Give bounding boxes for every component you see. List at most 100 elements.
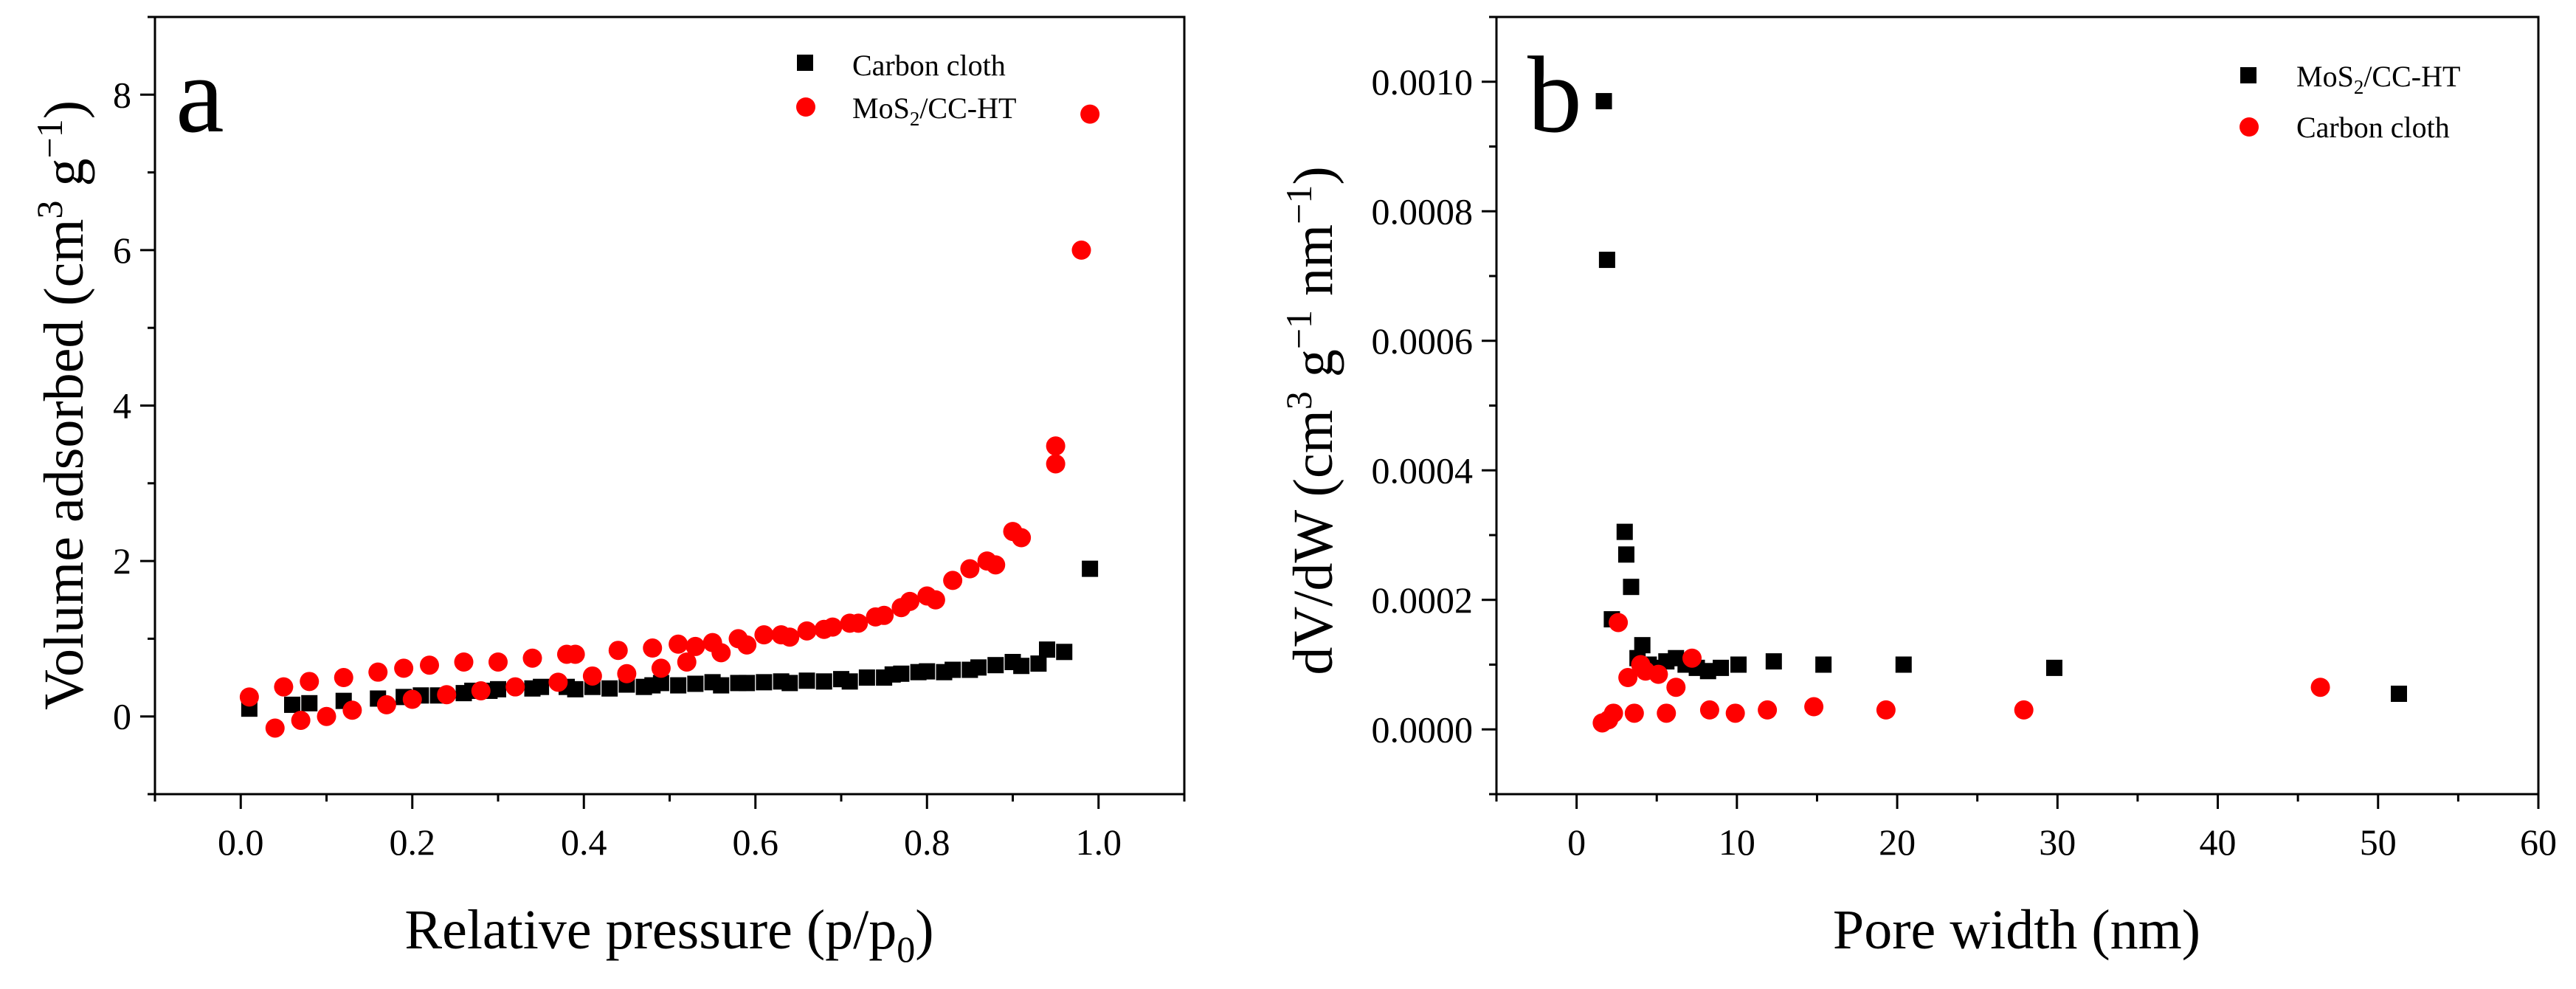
point-carbon-cloth bbox=[1876, 700, 1896, 720]
point-carbon-cloth bbox=[1699, 700, 1719, 720]
point-mos2-cc-ht bbox=[677, 652, 697, 672]
panel-a-x-tick-label: 1.0 bbox=[1076, 821, 1122, 863]
panel-a-y-tick-label: 6 bbox=[113, 230, 131, 271]
point-mos2-cc-ht bbox=[437, 685, 457, 705]
point-mos2-cc-ht bbox=[797, 621, 817, 641]
point-mos2-cc-ht bbox=[2391, 685, 2408, 702]
point-mos2-cc-ht bbox=[925, 590, 945, 610]
panel-a-y-tick-label: 4 bbox=[113, 385, 131, 427]
point-mos2-cc-ht bbox=[900, 591, 919, 611]
panel-a-y-tick-label: 8 bbox=[113, 74, 131, 115]
point-mos2-cc-ht bbox=[342, 700, 362, 720]
point-carbon-cloth bbox=[739, 675, 756, 692]
point-mos2-cc-ht bbox=[582, 666, 602, 686]
panel-b-y-tick-label: 0.0010 bbox=[1372, 61, 1474, 103]
point-mos2-cc-ht bbox=[1713, 659, 1730, 676]
point-carbon-cloth bbox=[1666, 678, 1686, 697]
point-mos2-cc-ht bbox=[874, 605, 894, 625]
point-mos2-cc-ht bbox=[317, 706, 336, 726]
point-carbon-cloth bbox=[652, 675, 669, 692]
panel-b-y-tick-label: 0.0008 bbox=[1372, 190, 1474, 232]
legend-marker-carbon-cloth bbox=[797, 55, 813, 71]
panel-b-letter: b bbox=[1527, 35, 1582, 156]
point-carbon-cloth bbox=[1603, 703, 1623, 723]
point-mos2-cc-ht bbox=[1765, 653, 1782, 670]
point-carbon-cloth bbox=[841, 673, 858, 690]
panel-b-x-tick-label: 0 bbox=[1567, 821, 1586, 863]
point-mos2-cc-ht bbox=[1080, 104, 1100, 124]
point-mos2-cc-ht bbox=[849, 613, 869, 633]
point-mos2-cc-ht bbox=[651, 658, 671, 678]
panel-b-x-tick-label: 10 bbox=[1719, 821, 1755, 863]
panel-b-x-tick-label: 50 bbox=[2360, 821, 2397, 863]
legend-label-carbon-cloth: Carbon cloth bbox=[852, 49, 1006, 82]
panel-b-y-tick-label: 0.0000 bbox=[1372, 709, 1474, 750]
point-mos2-cc-ht bbox=[291, 710, 311, 730]
point-carbon-cloth bbox=[919, 663, 936, 680]
point-mos2-cc-ht bbox=[1617, 546, 1634, 563]
point-carbon-cloth bbox=[1030, 655, 1047, 672]
point-carbon-cloth bbox=[1804, 697, 1824, 717]
point-carbon-cloth bbox=[798, 672, 815, 689]
point-mos2-cc-ht bbox=[1616, 523, 1633, 540]
point-carbon-cloth bbox=[1758, 700, 1778, 720]
panel-a-legend: Carbon cloth MoS2/CC-HT bbox=[796, 49, 1016, 130]
point-mos2-cc-ht bbox=[737, 635, 757, 655]
point-mos2-cc-ht bbox=[1623, 579, 1640, 596]
panel-a-letter: a bbox=[176, 35, 224, 156]
point-mos2-cc-ht bbox=[274, 677, 294, 697]
point-carbon-cloth bbox=[301, 695, 318, 711]
point-carbon-cloth bbox=[781, 675, 798, 692]
point-mos2-cc-ht bbox=[1815, 656, 1832, 673]
point-carbon-cloth bbox=[490, 680, 506, 697]
point-mos2-cc-ht bbox=[2045, 659, 2062, 676]
point-carbon-cloth bbox=[1039, 641, 1055, 658]
point-mos2-cc-ht bbox=[754, 625, 774, 645]
point-carbon-cloth bbox=[970, 659, 987, 676]
point-mos2-cc-ht bbox=[488, 652, 508, 672]
point-mos2-cc-ht bbox=[669, 634, 688, 654]
point-carbon-cloth bbox=[284, 696, 300, 713]
panel-a-y-tick-label: 2 bbox=[113, 540, 131, 582]
point-carbon-cloth bbox=[533, 678, 550, 695]
point-carbon-cloth bbox=[1725, 703, 1745, 723]
panel-a-y-tick-label: 0 bbox=[113, 696, 131, 737]
point-carbon-cloth bbox=[756, 674, 773, 691]
panel-b-ticks: 0 10 20 30 40 50 60 0.0000 0.0002 0.0004 0.0006 0.0… bbox=[1372, 15, 2557, 863]
point-mos2-cc-ht bbox=[1071, 240, 1091, 260]
point-carbon-cloth bbox=[1682, 648, 1702, 668]
legend-marker-mos2-cc-ht bbox=[796, 97, 815, 117]
panel-b-chart: 0 10 20 30 40 50 60 0.0000 0.0002 0.0004 0.0006 0.0… bbox=[1278, 15, 2557, 961]
point-mos2-cc-ht bbox=[420, 655, 439, 675]
panel-b-y-tick-label: 0.0002 bbox=[1372, 579, 1474, 621]
point-mos2-cc-ht bbox=[1699, 663, 1716, 680]
point-mos2-cc-ht bbox=[943, 571, 963, 590]
panel-a-x-axis-title: Relative pressure (p/p0) bbox=[404, 899, 933, 970]
panel-a-ticks: 0.0 0.2 0.4 0.6 0.8 1.0 0 2 4 6 8 bbox=[113, 15, 1186, 863]
legend-marker-carbon-cloth-b bbox=[2240, 117, 2259, 137]
legend-label-mos2-cc-ht-b: MoS2/CC-HT bbox=[2296, 60, 2460, 98]
panel-a-chart: 0.0 0.2 0.4 0.6 0.8 1.0 0 2 4 6 8 a Carbon cloth M… bbox=[29, 15, 1186, 970]
panel-b-x-axis-title: Pore width (nm) bbox=[1833, 899, 2200, 961]
point-carbon-cloth bbox=[1082, 560, 1099, 577]
point-carbon-cloth bbox=[987, 657, 1004, 674]
panel-b-data-marks bbox=[1592, 93, 2408, 733]
point-carbon-cloth bbox=[601, 680, 618, 697]
point-mos2-cc-ht bbox=[368, 662, 388, 682]
point-carbon-cloth bbox=[2310, 678, 2330, 697]
point-mos2-cc-ht bbox=[1012, 528, 1032, 548]
panel-a-y-axis-title: Volume adsorbed (cm3 g−1) bbox=[29, 100, 95, 710]
point-carbon-cloth bbox=[2014, 700, 2034, 720]
legend-label-carbon-cloth-b: Carbon cloth bbox=[2296, 111, 2450, 144]
point-carbon-cloth bbox=[945, 661, 961, 678]
point-carbon-cloth bbox=[893, 665, 910, 682]
point-carbon-cloth bbox=[1013, 658, 1030, 675]
point-carbon-cloth bbox=[858, 669, 875, 686]
point-carbon-cloth bbox=[1618, 668, 1638, 688]
point-mos2-cc-ht bbox=[1895, 656, 1912, 673]
panel-a-x-tick-label: 0.2 bbox=[390, 821, 436, 863]
panel-b-x-tick-label: 20 bbox=[1879, 821, 1916, 863]
point-mos2-cc-ht bbox=[376, 695, 396, 714]
point-carbon-cloth bbox=[1624, 703, 1644, 723]
